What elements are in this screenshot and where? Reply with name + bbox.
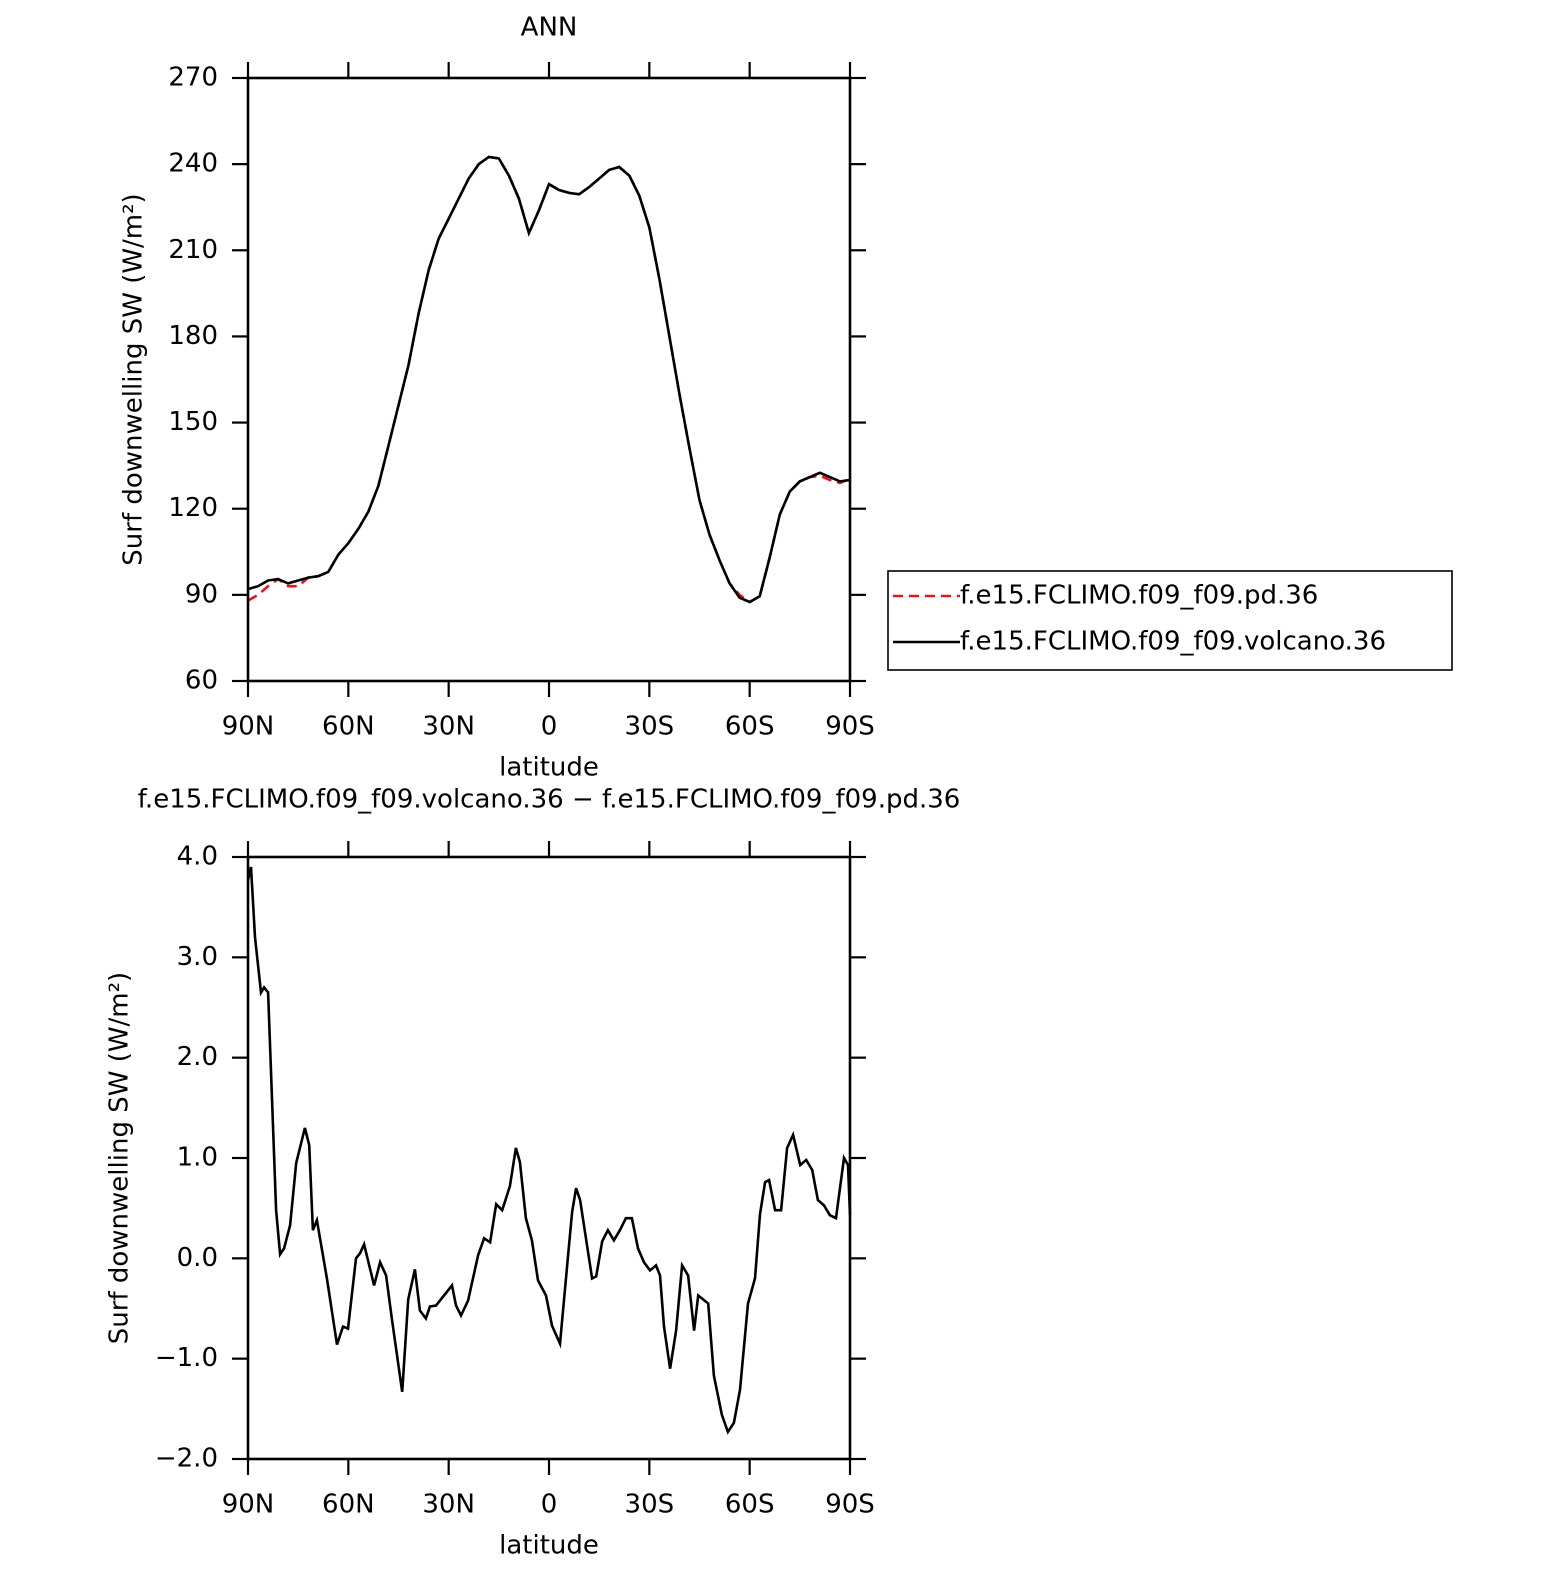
x-tick-label: 30N xyxy=(422,1490,475,1520)
y-tick-label: 150 xyxy=(168,407,218,437)
x-tick-label: 30N xyxy=(422,712,475,742)
x-tick-label: 0 xyxy=(541,1490,558,1520)
plot-frame xyxy=(246,855,852,1461)
x-tick-label: 30S xyxy=(625,1490,675,1520)
x-tick-label: 60N xyxy=(322,712,375,742)
data-line xyxy=(246,866,852,1435)
x-tick-label: 60S xyxy=(725,712,775,742)
legend: f.e15.FCLIMO.f09_f09.pd.36 f.e15.FCLIMO.f… xyxy=(887,570,1453,671)
y-tick-label: 60 xyxy=(185,666,218,696)
y-tick-label: −1.0 xyxy=(155,1343,218,1373)
y-tick-label: 180 xyxy=(168,321,218,351)
x-tick-label: 60N xyxy=(322,1490,375,1520)
x-tick-label: 30S xyxy=(625,712,675,742)
x-tick-label: 90S xyxy=(825,1490,875,1520)
data-line xyxy=(247,155,851,604)
x-axis-label: latitude xyxy=(499,753,599,783)
y-tick-label: 120 xyxy=(168,493,218,523)
plot-frame xyxy=(246,76,852,683)
x-tick-label: 0 xyxy=(541,712,558,742)
y-tick-label: 270 xyxy=(168,63,218,93)
legend-box xyxy=(887,570,1453,671)
legend-label: f.e15.FCLIMO.f09_f09.pd.36 xyxy=(960,581,1318,611)
x-tick-label: 90N xyxy=(222,712,275,742)
y-tick-label: 2.0 xyxy=(177,1042,218,1072)
y-tick-label: 210 xyxy=(168,235,218,265)
y-tick-label: 90 xyxy=(185,579,218,609)
y-tick-label: 3.0 xyxy=(177,942,218,972)
y-axis-label: Surf downwelling SW (W/m²) xyxy=(119,193,149,565)
y-tick-label: 240 xyxy=(168,149,218,179)
y-tick-label: −2.0 xyxy=(155,1444,218,1474)
chart-title: f.e15.FCLIMO.f09_f09.volcano.36 − f.e15.… xyxy=(138,785,961,815)
x-axis-label: latitude xyxy=(499,1531,599,1561)
legend-label: f.e15.FCLIMO.f09_f09.volcano.36 xyxy=(960,627,1386,657)
y-axis-label: Surf downwelling SW (W/m²) xyxy=(105,972,135,1344)
x-tick-label: 90N xyxy=(222,1490,275,1520)
x-tick-label: 60S xyxy=(725,1490,775,1520)
y-tick-label: 0.0 xyxy=(177,1243,218,1273)
chart-title: ANN xyxy=(521,13,578,43)
data-line xyxy=(247,155,851,604)
x-tick-label: 90S xyxy=(825,712,875,742)
y-tick-label: 4.0 xyxy=(177,842,218,872)
y-tick-label: 1.0 xyxy=(177,1143,218,1173)
